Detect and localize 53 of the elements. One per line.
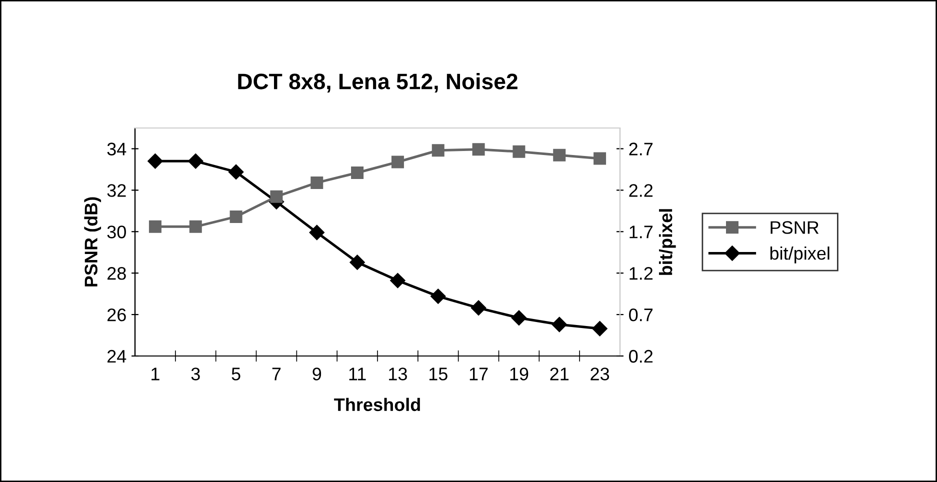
point bbox=[148, 154, 163, 169]
point bbox=[552, 316, 567, 332]
legend-label: bit/pixel bbox=[770, 246, 830, 264]
y-tick-label: 30 bbox=[107, 226, 126, 238]
x-tick-label: 19 bbox=[510, 368, 528, 380]
y2-tick-label: 0.2 bbox=[629, 350, 653, 363]
y2-axis-title: bit/pixel bbox=[658, 209, 676, 275]
point bbox=[148, 220, 162, 233]
x-tick-label: 11 bbox=[349, 368, 366, 380]
point bbox=[188, 154, 204, 169]
y-axis-title: PSNR (dB) bbox=[84, 197, 102, 286]
point bbox=[189, 220, 202, 233]
point bbox=[310, 176, 324, 189]
y-tick-label: 32 bbox=[107, 184, 126, 197]
x-tick-label: 21 bbox=[550, 368, 569, 380]
x-tick-label: 23 bbox=[590, 368, 610, 380]
point bbox=[390, 272, 406, 288]
point bbox=[309, 224, 324, 240]
point bbox=[592, 321, 608, 336]
x-tick-label: 5 bbox=[232, 368, 240, 380]
y-tick-label: 26 bbox=[107, 308, 126, 322]
point bbox=[511, 310, 527, 326]
x-tick-label: 15 bbox=[429, 368, 448, 380]
point bbox=[432, 144, 444, 157]
y2-tick-label: 1.2 bbox=[630, 267, 653, 280]
x-tick-label: 3 bbox=[191, 368, 200, 380]
point bbox=[594, 152, 606, 165]
y2-tick-label: 0.7 bbox=[629, 308, 653, 322]
point bbox=[553, 148, 566, 162]
y2-tick-label: 1.7 bbox=[630, 226, 653, 238]
point bbox=[270, 190, 283, 203]
point bbox=[472, 143, 485, 156]
x-tick-label: 17 bbox=[470, 368, 488, 380]
point bbox=[512, 145, 526, 158]
legend-label: PSNR bbox=[770, 221, 819, 234]
x-tick-label: 1 bbox=[152, 368, 160, 380]
point bbox=[350, 254, 365, 270]
y-tick-label: 28 bbox=[107, 267, 126, 280]
point bbox=[230, 210, 242, 223]
point bbox=[430, 288, 446, 304]
x-tick-label: 9 bbox=[312, 368, 322, 380]
y2-tick-label: 2.7 bbox=[629, 142, 653, 156]
y-tick-label: 24 bbox=[107, 350, 126, 363]
y2-tick-label: 2.2 bbox=[629, 184, 653, 197]
point bbox=[228, 164, 244, 180]
point bbox=[351, 166, 364, 180]
chart-title: DCT 8x8, Lena 512, Noise2 bbox=[238, 73, 518, 93]
x-axis-title: Threshold bbox=[334, 398, 420, 412]
point bbox=[391, 156, 404, 168]
y-tick-label: 34 bbox=[107, 142, 126, 156]
point bbox=[470, 300, 486, 316]
x-tick-label: 13 bbox=[389, 368, 407, 380]
x-tick-label: 7 bbox=[272, 368, 281, 380]
